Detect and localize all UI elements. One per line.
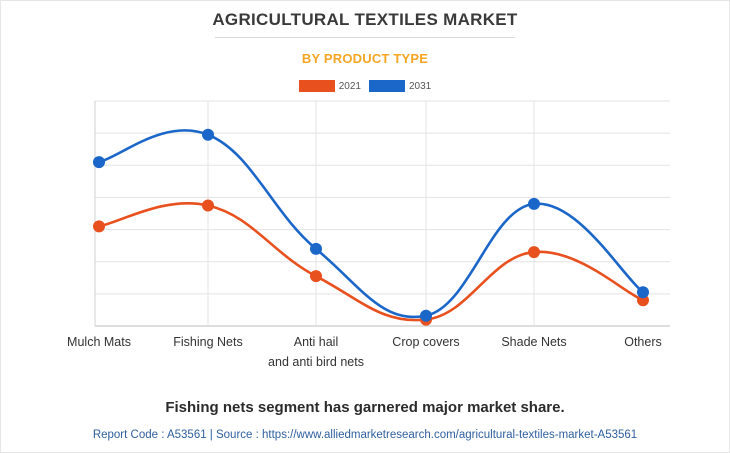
x-tick-label: Crop covers [392, 335, 459, 349]
legend-label-2021: 2021 [338, 80, 361, 92]
footer-note: Fishing nets segment has garnered major … [165, 399, 565, 416]
legend-label-2031: 2031 [409, 80, 432, 92]
data-point-2031-3 [310, 242, 322, 255]
legend-swatch-2031 [369, 80, 405, 92]
legend-swatch-2021 [298, 80, 335, 92]
x-tick-label: Shade Nets [501, 335, 566, 349]
data-point-2031-1 [93, 156, 105, 169]
x-tick-label: and anti bird nets [268, 355, 364, 369]
x-tick-label: Mulch Mats [67, 335, 131, 349]
chart-legend: 2021 2031 [0, 80, 730, 92]
line-chart: Mulch Mats Fishing Nets Anti hail and anti … [67, 100, 670, 369]
series-line-2031 [98, 129, 644, 319]
data-point-2021-5 [528, 246, 540, 259]
data-point-2031-2 [202, 128, 214, 141]
data-point-2021-2 [202, 199, 214, 212]
x-tick-label: Others [624, 335, 662, 349]
x-tick-label: Fishing Nets [173, 335, 242, 349]
legend-item-2021[interactable]: 2021 [298, 80, 361, 92]
title-divider [215, 37, 515, 38]
legend-item-2031[interactable]: 2031 [369, 80, 431, 92]
data-point-2021-3 [310, 270, 322, 283]
data-point-2021-1 [93, 220, 105, 233]
chart-title: AGRICULTURAL TEXTILES MARKET [212, 10, 518, 29]
data-point-2031-4 [420, 309, 432, 322]
data-point-2031-6 [637, 286, 649, 299]
footer-source[interactable]: Report Code : A53561 | Source : https://… [92, 429, 638, 441]
x-tick-label: Anti hail [294, 335, 338, 349]
chart-subtitle: BY PRODUCT TYPE [301, 51, 429, 66]
data-point-2031-5 [528, 197, 540, 210]
